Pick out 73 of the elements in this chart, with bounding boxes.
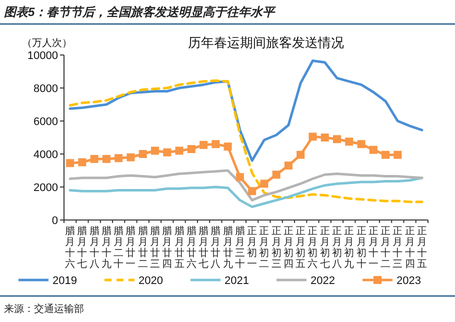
point <box>126 153 135 162</box>
x-tick-label: 正月十一 <box>368 226 378 270</box>
x-tick-label: 腊月三十 <box>234 225 245 270</box>
y-tick-label: 2000 <box>34 182 58 194</box>
x-tick-label: 正月初三 <box>271 226 282 270</box>
x-tick-label: 腊月廿一 <box>126 225 136 270</box>
chart-title: 图表5：春节节后，全国旅客发送明显高于往年水平 <box>4 5 277 19</box>
x-tick-label: 正月初四 <box>283 226 294 270</box>
x-tick-label: 腊月廿三 <box>150 225 160 270</box>
point <box>296 150 305 159</box>
x-tick-label: 腊月廿九 <box>222 225 233 270</box>
y-axis-title: （万人次） <box>22 38 72 49</box>
x-tick-label: 腊月廿四 <box>162 225 172 270</box>
x-tick-label: 正月初六 <box>308 226 318 270</box>
point <box>151 146 159 155</box>
legend-label: 2021 <box>224 275 249 287</box>
x-tick-label: 正月初九 <box>344 226 354 270</box>
x-tick-label: 正月初二 <box>259 226 270 270</box>
legend-label: 2022 <box>310 275 335 287</box>
point <box>272 170 280 179</box>
legend-label: 2023 <box>396 275 421 287</box>
x-tick-label: 正月十四 <box>404 226 415 270</box>
point <box>163 148 172 156</box>
y-tick-label: 4000 <box>34 149 58 161</box>
point <box>369 146 378 154</box>
x-tick-label: 正月初八 <box>332 226 342 270</box>
y-tick-label: 8000 <box>34 83 58 95</box>
point <box>333 135 341 144</box>
point <box>345 138 354 146</box>
x-tick-label: 腊月十九 <box>101 225 112 270</box>
y-tick-label: 10000 <box>27 50 58 62</box>
point <box>320 134 329 142</box>
x-tick-label: 正月十二 <box>380 226 391 270</box>
x-tick-label: 腊月二十 <box>114 225 124 270</box>
x-tick-label: 腊月十七 <box>77 225 88 270</box>
point <box>114 154 123 162</box>
x-tick-label: 正月十五 <box>416 226 427 270</box>
x-tick-label: 正月初十 <box>356 226 366 270</box>
point <box>78 158 86 166</box>
point <box>200 140 208 149</box>
x-tick-label: 腊月廿六 <box>186 225 196 270</box>
x-tick-label: 腊月廿五 <box>174 225 184 270</box>
legend-label: 2019 <box>52 275 77 287</box>
legend-label: 2020 <box>138 275 163 287</box>
point <box>308 132 317 141</box>
point <box>66 159 74 168</box>
point <box>102 154 110 163</box>
point <box>382 150 390 159</box>
point <box>260 180 268 188</box>
x-tick-label: 腊月廿七 <box>198 225 209 270</box>
x-tick-label: 正月十三 <box>392 226 403 270</box>
point <box>175 146 184 155</box>
point <box>224 142 232 151</box>
y-tick-label: 0 <box>52 215 58 227</box>
point <box>212 140 220 148</box>
point <box>284 162 292 170</box>
point <box>236 173 244 182</box>
point <box>187 145 196 154</box>
x-tick-label: 正月初五 <box>296 226 306 270</box>
x-tick-label: 腊月十八 <box>89 225 100 270</box>
point <box>394 150 402 159</box>
x-tick-label: 腊月廿二 <box>138 225 148 270</box>
x-tick-label: 正月初七 <box>320 226 330 270</box>
x-tick-label: 腊月廿八 <box>210 225 221 270</box>
point <box>357 140 366 148</box>
y-tick-label: 6000 <box>34 116 58 128</box>
point <box>138 150 147 158</box>
chart-subtitle: 历年春运期间旅客发送情况 <box>188 35 344 50</box>
source-note: 来源：交通运输部 <box>4 303 84 315</box>
x-tick-label: 腊月十六 <box>65 225 76 270</box>
point <box>248 187 256 196</box>
x-tick-label: 正月初一 <box>247 226 258 270</box>
point <box>90 154 98 163</box>
